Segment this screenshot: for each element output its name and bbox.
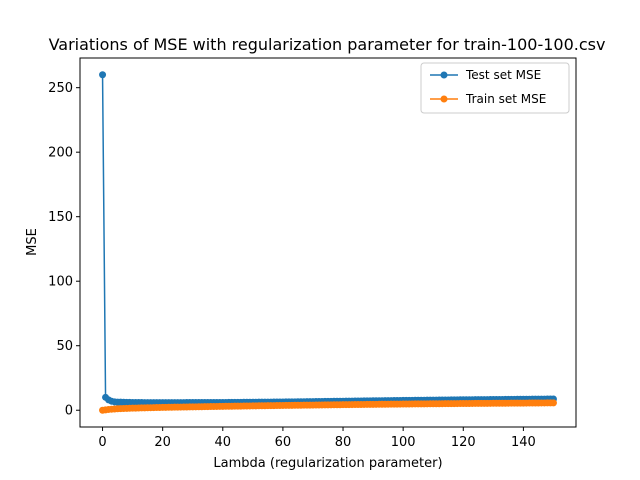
x-tick-label: 80 bbox=[335, 435, 352, 450]
x-tick-label: 120 bbox=[451, 435, 476, 450]
legend-marker-train bbox=[440, 95, 448, 103]
x-tick-label: 40 bbox=[215, 435, 232, 450]
plot-area: 0 20 40 60 80 100 120 140 0 50 100 150 200 250 bbox=[48, 57, 577, 450]
test-set-mse-point bbox=[99, 71, 107, 79]
y-tick-label: 200 bbox=[48, 146, 73, 161]
plot-frame bbox=[79, 57, 577, 428]
legend-label-train: Train set MSE bbox=[465, 92, 546, 106]
x-tick-label: 100 bbox=[391, 435, 416, 450]
legend-marker-test bbox=[440, 71, 448, 79]
train-set-mse-point bbox=[549, 399, 557, 407]
train-set-mse-markers bbox=[99, 399, 557, 414]
y-axis-ticks: 0 50 100 150 200 250 bbox=[48, 81, 80, 419]
y-tick-label: 150 bbox=[48, 210, 73, 225]
y-tick-label: 100 bbox=[48, 275, 73, 290]
series-layer bbox=[99, 71, 557, 414]
x-axis-ticks: 0 20 40 60 80 100 120 140 bbox=[98, 427, 536, 450]
x-tick-label: 0 bbox=[98, 435, 106, 450]
chart-title: Variations of MSE with regularization pa… bbox=[49, 35, 606, 54]
y-tick-label: 50 bbox=[56, 339, 73, 354]
legend: Test set MSE Train set MSE bbox=[420, 62, 570, 114]
x-tick-label: 140 bbox=[511, 435, 536, 450]
x-axis-label: Lambda (regularization parameter) bbox=[213, 456, 442, 471]
y-axis-label: MSE bbox=[25, 228, 40, 256]
test-set-mse-markers bbox=[99, 71, 557, 407]
x-tick-label: 20 bbox=[154, 435, 171, 450]
legend-label-test: Test set MSE bbox=[465, 68, 541, 82]
x-tick-label: 60 bbox=[275, 435, 292, 450]
y-tick-label: 0 bbox=[65, 404, 73, 419]
test-set-mse-line bbox=[101, 74, 554, 404]
y-tick-label: 250 bbox=[48, 81, 73, 96]
